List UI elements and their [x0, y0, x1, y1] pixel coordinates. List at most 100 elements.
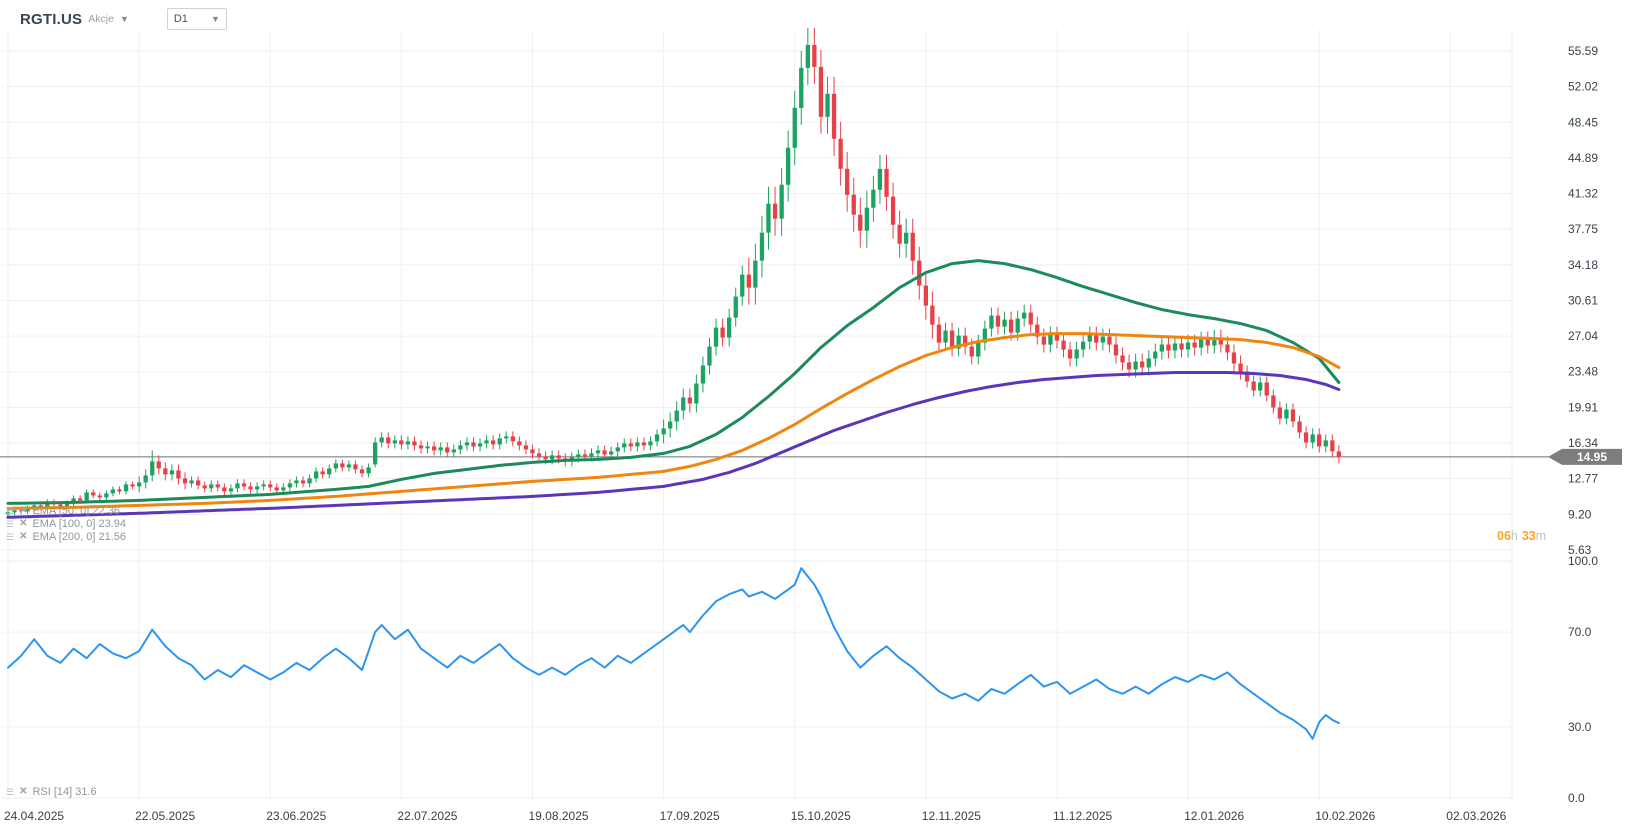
- candle-body: [825, 93, 830, 117]
- candle-body: [1199, 339, 1204, 348]
- candle-body: [137, 482, 142, 487]
- candle-body: [1087, 334, 1092, 342]
- candle-body: [182, 478, 188, 484]
- candle-body: [982, 328, 987, 343]
- candle-body: [71, 498, 76, 504]
- candle-body: [1015, 318, 1020, 333]
- candle-body: [864, 207, 869, 231]
- candle-body: [871, 189, 876, 208]
- candle-body: [759, 232, 765, 261]
- price-axis-tick: 48.45: [1568, 115, 1598, 129]
- candle-body: [641, 442, 647, 446]
- candle-body: [314, 471, 319, 479]
- ema-100-legend: EMA [100, 0] 23.94: [6, 518, 126, 530]
- candle-body: [209, 484, 214, 489]
- candle-body: [1107, 336, 1112, 345]
- candle-body: [831, 93, 837, 139]
- ema-100-label: EMA [100, 0] 23.94: [32, 518, 127, 530]
- candle-body: [484, 440, 489, 444]
- candle-body: [117, 489, 122, 492]
- candle-body: [143, 475, 148, 483]
- candle-body: [307, 478, 312, 484]
- ema-200-label: EMA [200, 0] 21.56: [32, 531, 127, 543]
- chevron-down-icon[interactable]: [211, 15, 220, 24]
- rsi-axis-tick: 30.0: [1568, 720, 1592, 734]
- indicator-menu-icon[interactable]: [6, 788, 14, 797]
- candle-body: [255, 486, 260, 490]
- price-badge: 14.95: [1548, 448, 1622, 465]
- candle-body: [412, 441, 417, 446]
- candle-body: [1113, 344, 1119, 356]
- candle-body: [359, 469, 365, 474]
- date-axis-tick: 02.03.2026: [1446, 809, 1506, 823]
- candle-body: [268, 484, 273, 488]
- close-icon[interactable]: [19, 532, 27, 542]
- instrument-type-label: Akcje: [88, 13, 114, 25]
- candle-body: [858, 214, 863, 231]
- candle-body: [91, 492, 96, 496]
- candle-body: [1120, 355, 1125, 363]
- candle-body: [1284, 409, 1289, 419]
- price-axis-tick: 30.61: [1568, 294, 1598, 308]
- candle-body: [504, 436, 509, 439]
- close-icon[interactable]: [19, 519, 27, 529]
- candle-body: [635, 442, 640, 447]
- candle-body: [766, 203, 771, 233]
- candle-body: [1035, 324, 1040, 337]
- candle-body: [720, 327, 725, 338]
- rsi-axis-tick: 100.0: [1568, 554, 1598, 568]
- date-axis-tick: 22.05.2025: [135, 809, 195, 823]
- candle-body: [1277, 407, 1282, 419]
- close-icon[interactable]: [19, 506, 27, 516]
- candle-body: [1271, 395, 1276, 408]
- candle-body: [176, 470, 181, 479]
- candle-body: [432, 446, 437, 451]
- candle-body: [78, 498, 83, 501]
- candle-body: [1336, 451, 1341, 457]
- candle-body: [536, 453, 542, 457]
- candle-body: [517, 441, 522, 446]
- countdown-hours-unit: h: [1510, 529, 1518, 543]
- indicator-menu-icon[interactable]: [6, 533, 14, 542]
- candle-body: [838, 138, 843, 169]
- candle-body: [792, 107, 797, 148]
- candle-body: [1172, 343, 1178, 351]
- indicator-menu-icon[interactable]: [6, 507, 14, 516]
- candle-body: [969, 346, 974, 357]
- price-axis-tick: 12.77: [1568, 472, 1598, 486]
- candle-body: [733, 296, 738, 318]
- candle-body: [989, 315, 994, 329]
- candle-body: [930, 305, 935, 325]
- candle-body: [12, 510, 17, 513]
- candle-body: [936, 324, 942, 343]
- candle-countdown-timer: 06h 33m: [1497, 529, 1546, 543]
- candle-body: [281, 487, 286, 491]
- candle-body: [327, 468, 332, 475]
- candle-body: [248, 486, 253, 490]
- indicator-menu-icon[interactable]: [6, 520, 14, 529]
- candle-body: [845, 168, 850, 195]
- close-icon[interactable]: [19, 787, 27, 797]
- candle-body: [477, 443, 483, 447]
- last-price-value: 14.95: [1577, 450, 1607, 464]
- candle-body: [196, 480, 201, 486]
- chevron-down-icon[interactable]: [120, 15, 129, 24]
- candle-body: [707, 346, 712, 366]
- candle-body: [156, 461, 161, 469]
- timeframe-select[interactable]: D1: [166, 8, 227, 30]
- candle-body: [189, 480, 194, 484]
- candle-body: [1166, 344, 1171, 351]
- candle-body: [294, 480, 299, 484]
- date-axis-tick: 12.01.2026: [1184, 809, 1244, 823]
- candle-body: [963, 335, 968, 347]
- candle-body: [202, 485, 207, 489]
- candle-body: [668, 421, 673, 429]
- candle-body: [779, 184, 784, 219]
- candle-body: [700, 365, 706, 384]
- price-axis-tick: 5.63: [1568, 543, 1592, 557]
- candle-body: [1323, 440, 1328, 447]
- candle-body: [110, 489, 115, 494]
- price-axis-tick: 23.48: [1568, 365, 1598, 379]
- candle-body: [163, 468, 168, 475]
